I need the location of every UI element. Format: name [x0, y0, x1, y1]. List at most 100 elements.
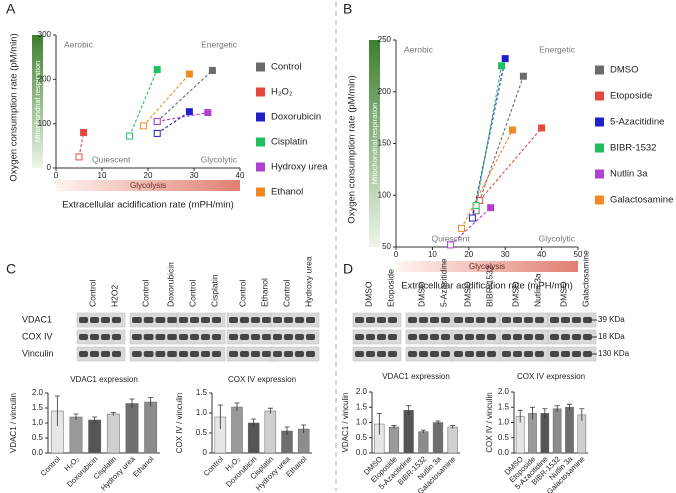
blot-band: [212, 317, 221, 323]
y-axis-title: COX IV / vinculin: [485, 392, 494, 452]
row-label: VDAC1: [22, 314, 52, 324]
blot-band: [535, 334, 544, 340]
legend-swatch: [256, 137, 265, 147]
blot-band: [143, 317, 154, 323]
blot-band: [561, 351, 570, 357]
y-axis-title: Oxygen consumption rate (pM/min): [9, 33, 20, 181]
x-tick-label: 40: [236, 171, 245, 180]
quadrant-label: Quiescent: [92, 154, 131, 164]
blot-band: [487, 351, 496, 357]
quadrant-label: Energetic: [201, 39, 238, 49]
blot-band: [388, 351, 397, 357]
panel-label: A: [6, 1, 16, 17]
blot-band: [155, 317, 166, 323]
error-bar: [251, 418, 257, 427]
blot-band: [190, 334, 199, 340]
quadrant-label: Glycolytic: [201, 154, 238, 164]
error-bar: [110, 412, 116, 416]
point: [139, 122, 147, 130]
blot-band: [550, 317, 559, 323]
blot-band: [273, 334, 282, 340]
blot-band: [408, 317, 417, 323]
quadrant-label: Aerobic: [64, 39, 94, 49]
row-label: COX IV: [22, 331, 53, 341]
y-tick-label: 1.0: [32, 418, 44, 427]
x-axis-title: Extracellular acidification rate (mPH/mi…: [62, 200, 234, 211]
quadrant-label: Aerobic: [404, 44, 434, 54]
y-tick-label: 1.0: [196, 408, 208, 417]
blot-band: [377, 351, 386, 357]
blot-band: [167, 317, 177, 323]
lane-label: Etoposide: [385, 269, 395, 307]
blot-band: [251, 334, 260, 340]
blot-band: [179, 351, 188, 357]
blot-band: [430, 351, 439, 357]
blot-band: [262, 351, 271, 357]
bar: [69, 416, 83, 454]
bar: [565, 407, 574, 454]
y-tick-label: 0.0: [356, 448, 368, 457]
blot-band: [550, 351, 559, 357]
blot-band: [284, 351, 293, 357]
legend-swatch: [256, 112, 265, 122]
series-line: [471, 58, 506, 219]
bar: [125, 403, 139, 454]
y-axis-title: Oxygen consumption rate (pM/min): [347, 75, 358, 223]
bar: [403, 410, 414, 454]
blot-band: [513, 351, 522, 357]
error-bar: [579, 408, 585, 421]
series-line: [450, 207, 492, 246]
y-tick-label: 1.5: [32, 403, 44, 412]
error-bar: [376, 412, 382, 435]
legend-swatch: [595, 169, 604, 179]
series-line: [129, 69, 158, 137]
blot-band: [355, 334, 364, 340]
blot-band: [240, 334, 249, 340]
x-tick-label: 0: [54, 171, 59, 180]
blot-band: [284, 317, 293, 323]
blot-band: [132, 317, 142, 323]
blot-band: [295, 317, 304, 323]
series-line: [142, 73, 190, 127]
lane-label: DMSO: [558, 281, 568, 307]
lane-label: Control: [187, 279, 197, 307]
blot-band: [190, 317, 199, 323]
point: [468, 214, 476, 222]
blot-band: [419, 351, 428, 357]
blot-band: [535, 351, 544, 357]
blot-band: [441, 351, 450, 357]
error-bar: [129, 398, 135, 408]
blot-band: [487, 317, 496, 323]
blot-band: [155, 334, 166, 340]
blot-band: [306, 334, 315, 340]
legend-label: Cisplatin: [271, 137, 307, 148]
blot-band: [273, 351, 282, 357]
point: [519, 72, 527, 80]
blot-band: [240, 317, 249, 323]
chart-title: COX IV expression: [228, 375, 296, 384]
legend-label: Hydroxy urea: [271, 162, 328, 173]
legend-label: Doxorubicin: [271, 112, 321, 123]
size-marker: 18 KDa: [598, 332, 625, 341]
blot-band: [465, 334, 474, 340]
error-bar: [530, 406, 535, 420]
quadrant-label: Energetic: [539, 44, 576, 54]
blot-band: [388, 317, 397, 323]
blot-band: [167, 334, 177, 340]
error-bar: [542, 408, 548, 418]
chart-title: VDAC1 expression: [382, 372, 450, 381]
legend-swatch: [595, 143, 604, 153]
y-gradient-bar: [32, 35, 43, 168]
y-tick-label: 0.5: [196, 428, 208, 437]
y-tick-label: 1.0: [356, 418, 368, 427]
series-line: [461, 129, 513, 229]
error-bar: [567, 403, 572, 411]
y-gradient-label: Mitochondrial respiration: [370, 103, 379, 185]
x-tick-label: 20: [144, 171, 153, 180]
bar: [447, 426, 458, 454]
y-axis-title: COX IV / vinculin: [175, 393, 184, 453]
error-bar: [284, 426, 290, 435]
lane-label: Control: [281, 279, 291, 307]
bar: [432, 422, 444, 454]
legend-swatch: [595, 91, 604, 101]
